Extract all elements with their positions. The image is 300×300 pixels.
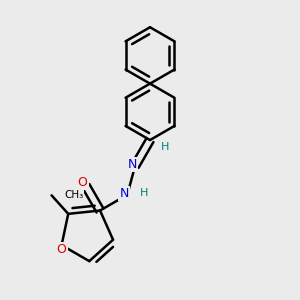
Text: H: H xyxy=(161,142,169,152)
Text: H: H xyxy=(140,188,148,198)
Text: O: O xyxy=(57,243,67,256)
Text: N: N xyxy=(119,187,129,200)
Text: CH₃: CH₃ xyxy=(64,190,83,200)
Text: N: N xyxy=(128,158,137,171)
Text: O: O xyxy=(78,176,88,189)
